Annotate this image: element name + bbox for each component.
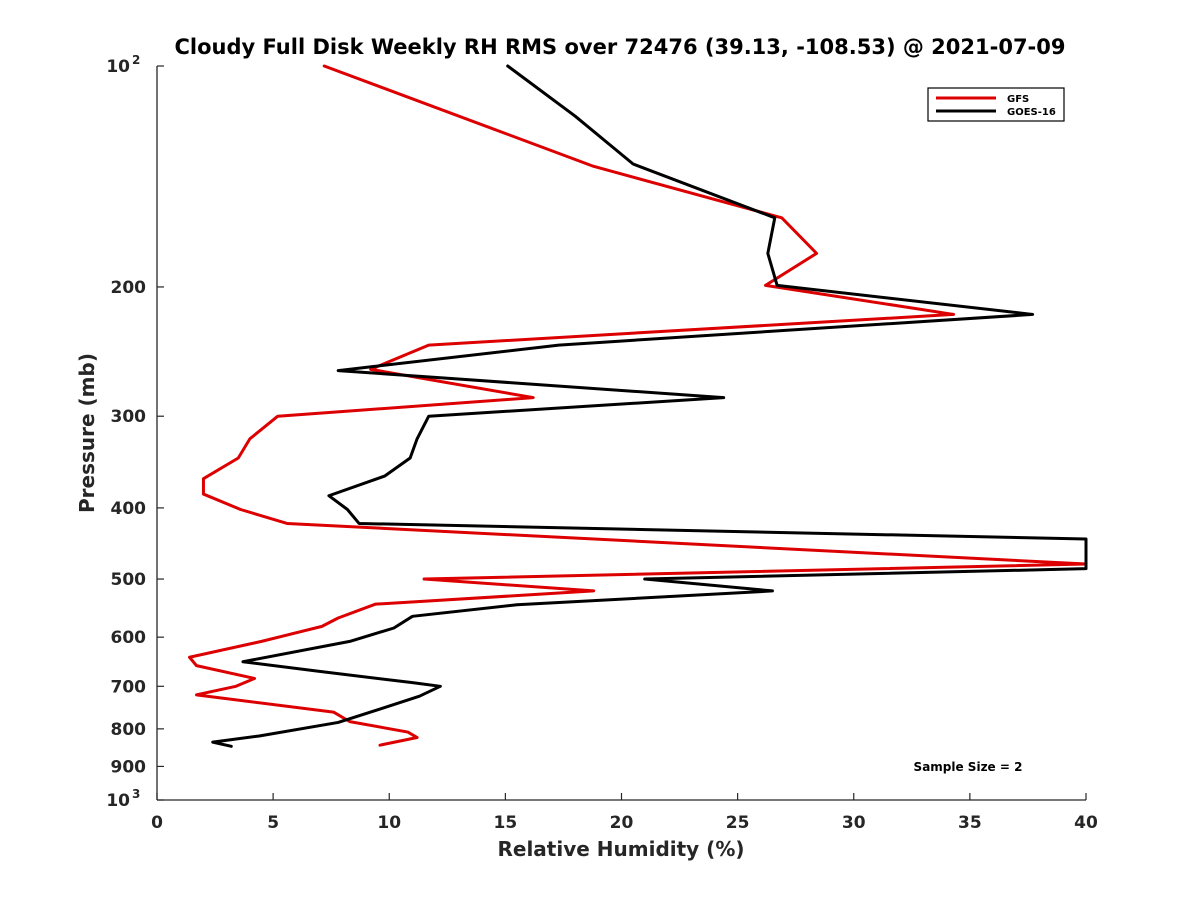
- x-tick-label: 30: [842, 813, 866, 833]
- legend-label-goes-16: GOES-16: [1007, 107, 1056, 118]
- y-tick-label-base: 10: [106, 791, 130, 811]
- y-tick-label: 600: [111, 628, 147, 648]
- series-line-goes-16: [211, 64, 1088, 748]
- plot-background: [157, 66, 1086, 800]
- y-tick-label-exponent: 2: [132, 53, 140, 67]
- x-tick-label: 20: [610, 813, 634, 833]
- y-axis-label: Pressure (mb): [75, 353, 99, 513]
- x-tick-label: 5: [267, 813, 279, 833]
- y-tick-label-base: 10: [106, 57, 130, 77]
- y-tick-label: 300: [111, 407, 147, 427]
- legend-label-gfs: GFS: [1007, 94, 1029, 105]
- x-tick-label: 35: [958, 813, 982, 833]
- series-group: [188, 64, 1088, 748]
- x-tick-label: 25: [726, 813, 750, 833]
- legend: GFS GOES-16: [927, 87, 1065, 122]
- y-tick-label-exponent: 3: [132, 787, 140, 801]
- y-tick-label: 500: [111, 570, 147, 590]
- x-tick-label: 10: [377, 813, 401, 833]
- chart-title: Cloudy Full Disk Weekly RH RMS over 7247…: [174, 35, 1065, 59]
- x-axis-label: Relative Humidity (%): [497, 837, 744, 861]
- x-tick-label: 0: [151, 813, 163, 833]
- x-tick-label: 40: [1074, 813, 1098, 833]
- sample-size-annotation: Sample Size = 2: [914, 760, 1023, 774]
- y-tick-label: 900: [111, 757, 147, 777]
- y-tick-label: 400: [111, 499, 147, 519]
- y-tick-label: 200: [111, 278, 147, 298]
- y-tick-label: 700: [111, 677, 147, 697]
- y-tick-label: 800: [111, 720, 147, 740]
- legend-box: [927, 87, 1065, 122]
- plot-area: [157, 66, 1086, 800]
- x-tick-label: 15: [494, 813, 518, 833]
